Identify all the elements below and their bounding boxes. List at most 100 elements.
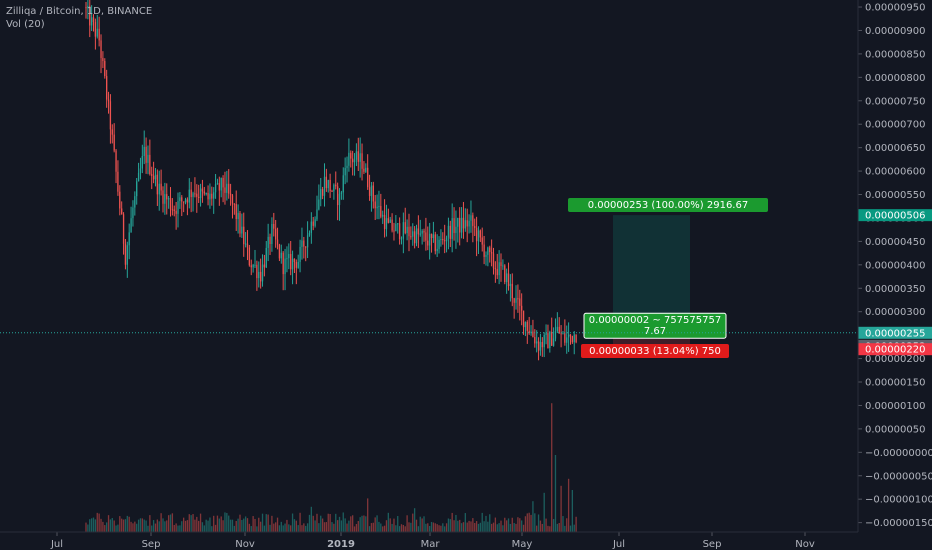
candle-body (526, 322, 528, 331)
candle-body (209, 193, 211, 200)
candle-body (119, 191, 121, 209)
volume-bar (483, 521, 485, 532)
candle-body (417, 228, 420, 235)
candle-body (511, 283, 513, 299)
candle-body (291, 258, 294, 270)
candle-body (367, 167, 369, 188)
volume-bar (233, 525, 236, 532)
volume-bar (310, 506, 313, 532)
candle-body (276, 239, 279, 245)
candle-body (494, 268, 497, 270)
candle-body (389, 219, 391, 223)
candle-body (316, 209, 318, 220)
long-position-tool[interactable]: 0.00000253 (100.00%) 2916.67 0.00000002 ~… (0, 198, 858, 358)
volume-bar (569, 525, 572, 532)
price-tick-label: 0.00000900 (865, 26, 925, 37)
price-tick-label: 0.00000950 (865, 3, 925, 14)
volume-bar (519, 518, 521, 532)
volume-bar (367, 498, 369, 532)
candle-body (335, 184, 337, 187)
candle-body (549, 332, 551, 349)
candle-body (372, 185, 374, 202)
price-tick-label: 0.00000650 (865, 143, 925, 154)
candle-body (440, 238, 442, 240)
volume-bar (158, 521, 160, 532)
volume-bar (147, 525, 149, 532)
candle-body (269, 236, 271, 245)
volume-bar (303, 523, 305, 532)
candle-body (190, 189, 192, 197)
candle-body (198, 196, 200, 198)
candle-body (532, 331, 534, 338)
candle-body (368, 187, 371, 196)
volume-bar (113, 520, 115, 532)
volume-bar (404, 526, 406, 532)
volume-bar (415, 519, 418, 532)
candle-body (468, 220, 470, 227)
candle-body (536, 341, 538, 344)
candle-body (517, 298, 519, 300)
volume-bar (117, 524, 119, 532)
volume-bar (323, 522, 326, 532)
volume-bar (325, 522, 328, 532)
volume-bar (545, 518, 547, 532)
candle-body (171, 209, 174, 211)
volume-bar (273, 523, 275, 532)
candle-body (213, 192, 215, 199)
volume-bar (363, 515, 365, 532)
volume-bar (457, 520, 459, 532)
candle-body (233, 203, 236, 205)
volume-bar (192, 514, 194, 532)
candle-body (271, 223, 273, 245)
candle-body (351, 158, 354, 163)
candle-body (231, 195, 234, 204)
candle-body (179, 197, 181, 202)
volume-bar (556, 523, 559, 532)
candle-body (137, 172, 140, 182)
volume-bar (464, 513, 466, 532)
volume-bar (98, 513, 100, 532)
volume-bar (152, 520, 155, 532)
candle-body (505, 273, 508, 282)
volume-bar (280, 521, 282, 532)
volume-bar (111, 518, 113, 532)
volume-bar (312, 515, 314, 532)
volume-bar (201, 522, 204, 532)
candle-body (192, 193, 194, 197)
candle-body (194, 193, 196, 195)
candle-body (126, 245, 128, 265)
volume-bar (391, 523, 393, 532)
volume-bar (502, 525, 504, 532)
candle-body (528, 330, 530, 334)
volume-histogram (85, 403, 577, 532)
volume-bar (551, 403, 553, 532)
candle-body (500, 262, 502, 266)
candle-body (218, 183, 220, 191)
volume-bar (573, 524, 575, 532)
time-tick-label: 2019 (327, 539, 355, 550)
volume-bar (109, 519, 112, 532)
volume-bar (382, 526, 384, 532)
volume-bar (139, 518, 142, 532)
candle-body (303, 240, 305, 247)
volume-bar (459, 519, 461, 532)
candle-body (556, 326, 559, 332)
volume-bar (305, 525, 307, 532)
candle-body (143, 146, 145, 156)
volume-bar (105, 522, 108, 532)
candle-body (105, 76, 108, 100)
candle-body (355, 151, 358, 160)
volume-bar (340, 520, 343, 532)
volume-bar (85, 522, 87, 532)
candle-body (370, 185, 373, 196)
volume-bar (293, 519, 296, 532)
volume-bar (417, 526, 420, 532)
volume-bar (477, 523, 480, 532)
volume-bar (252, 516, 254, 532)
stop-info-box (581, 344, 729, 358)
volume-bar (94, 519, 97, 532)
candle-body (196, 193, 198, 197)
candle-body (320, 189, 322, 200)
candle-body (504, 265, 506, 282)
